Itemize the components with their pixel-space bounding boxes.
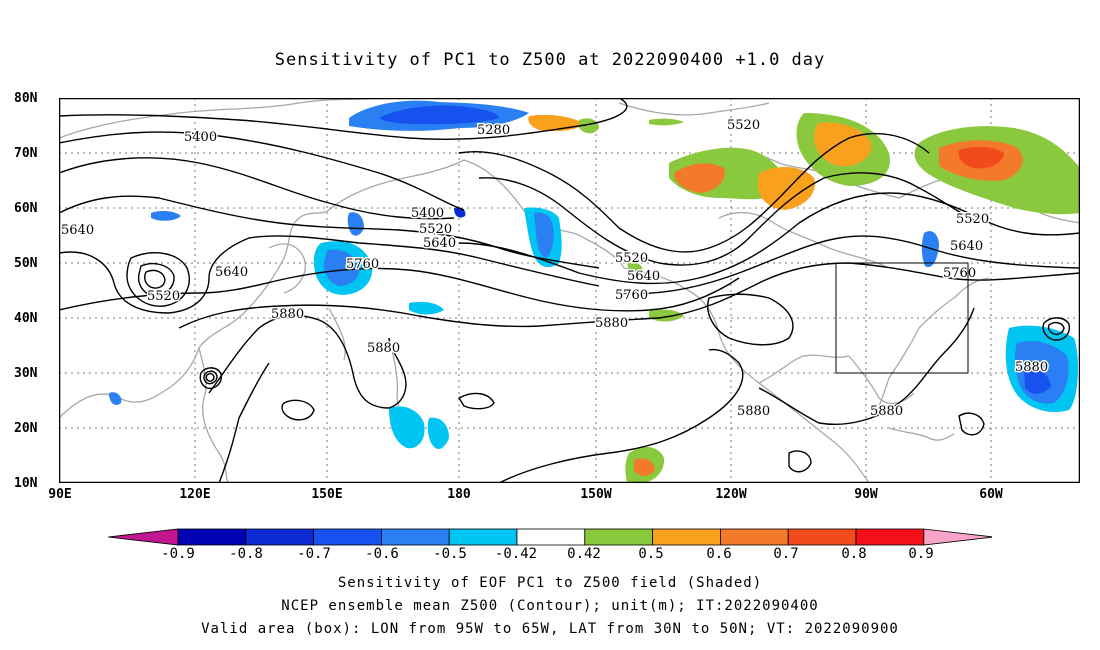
valid-area-box [835,262,969,374]
colorbar-label: -0.6 [365,546,399,562]
contour-label: 5520 [956,212,989,227]
lat-label: 70N [14,146,38,161]
colorbar-label: -0.9 [161,546,195,562]
contour-label: 5640 [61,223,94,238]
lon-label: 60W [979,487,1003,502]
contour-labels: 5400 5280 5520 5400 5520 5640 5640 5640 … [60,117,1050,421]
contour-label: 5640 [423,236,456,251]
colorbar-segment [516,528,586,546]
contour-label: 5520 [727,118,760,133]
colorbar-label: -0.42 [494,546,538,562]
colorbar-label: 0.7 [773,546,799,562]
caption-line-3: Valid area (box): LON from 95W to 65W, L… [201,621,899,637]
colorbar-segment [313,528,382,546]
lat-label: 30N [14,366,38,381]
contour-label: 5520 [615,251,648,266]
contour-label: 5760 [346,257,379,272]
z500-contours [59,98,1080,483]
colorbar-label: -0.8 [229,546,263,562]
colorbar-arrow-high [923,528,992,546]
lon-label: 120W [715,487,747,502]
colorbar-segments [108,528,992,546]
lon-label: 90W [854,487,878,502]
contour-label: 5880 [737,404,770,419]
lon-label: 120E [179,487,211,502]
contour-label: 5760 [615,288,648,303]
sensitivity-shading [109,100,1080,483]
lat-label: 60N [14,201,38,216]
colorbar-arrow-low [108,528,179,546]
colorbar-segment [787,528,857,546]
contour-label: 5280 [477,123,510,138]
colorbar-label: 0.5 [638,546,664,562]
contour-label: 5520 [147,289,180,304]
contour-label: 5880 [1015,360,1048,375]
colorbar-segment [720,528,789,546]
contour-label: 5400 [411,206,444,221]
contour-label: 5880 [271,307,304,322]
colorbar-segment [652,528,721,546]
colorbar-segment [855,528,925,546]
contour-label: 5640 [215,265,248,280]
lat-label: 50N [14,256,38,271]
colorbar-segment [245,528,315,546]
contour-label: 5640 [627,269,660,284]
colorbar-segment [380,528,450,546]
colorbar-segment [584,528,653,546]
lat-label: 10N [14,476,38,491]
colorbar-label: -0.5 [433,546,467,562]
lon-label: 150E [311,487,343,502]
lat-label: 40N [14,311,38,326]
colorbar-label: 0.8 [841,546,867,562]
colorbar-label: -0.7 [297,546,331,562]
colorbar-label: 0.6 [706,546,732,562]
lat-label: 80N [14,91,38,106]
caption-line-1: Sensitivity of EOF PC1 to Z500 field (Sh… [337,575,763,591]
chart-title: Sensitivity of PC1 to Z500 at 2022090400… [274,50,826,70]
contour-label: 5640 [950,239,983,254]
caption-line-2: NCEP ensemble mean Z500 (Contour); unit(… [281,598,819,614]
lon-label: 180 [447,487,471,502]
colorbar-label: 0.9 [908,546,934,562]
colorbar-segment [177,528,247,546]
contour-label: 5880 [870,404,903,419]
map-plot: 5400 5280 5520 5400 5520 5640 5640 5640 … [59,98,1080,483]
contour-label: 5760 [943,266,976,281]
map-frame [59,98,1080,483]
colorbar-segment [448,528,518,546]
contour-label: 5520 [419,222,452,237]
lon-label: 150W [580,487,612,502]
contour-label: 5880 [595,316,628,331]
colorbar [108,528,992,546]
lon-label: 90E [48,487,72,502]
colorbar-label: 0.42 [567,546,601,562]
contour-label: 5400 [184,130,217,145]
lat-label: 20N [14,421,38,436]
contour-label: 5880 [367,341,400,356]
